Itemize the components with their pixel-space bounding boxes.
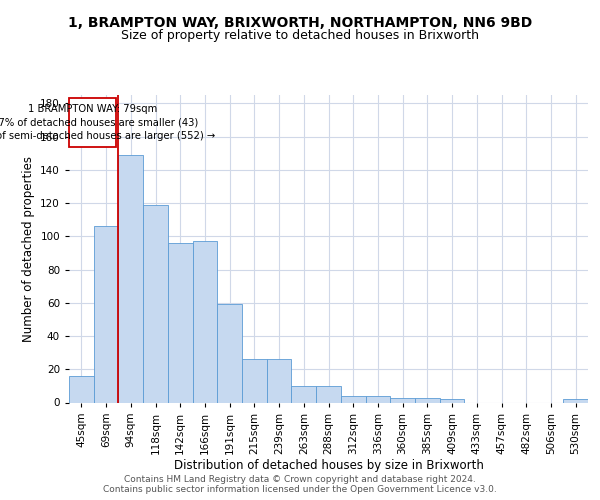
Bar <box>94 226 118 402</box>
FancyBboxPatch shape <box>69 98 116 146</box>
Bar <box>69 376 94 402</box>
Bar <box>292 386 316 402</box>
Text: 1 BRAMPTON WAY: 79sqm
← 7% of detached houses are smaller (43)
93% of semi-detac: 1 BRAMPTON WAY: 79sqm ← 7% of detached h… <box>0 104 215 141</box>
Bar <box>118 155 143 402</box>
Bar <box>440 399 464 402</box>
Text: Size of property relative to detached houses in Brixworth: Size of property relative to detached ho… <box>121 29 479 42</box>
Bar <box>563 399 588 402</box>
Bar <box>390 398 415 402</box>
Bar <box>242 360 267 403</box>
Bar <box>168 243 193 402</box>
Bar <box>267 360 292 403</box>
Bar <box>217 304 242 402</box>
Bar <box>316 386 341 402</box>
Text: 1, BRAMPTON WAY, BRIXWORTH, NORTHAMPTON, NN6 9BD: 1, BRAMPTON WAY, BRIXWORTH, NORTHAMPTON,… <box>68 16 532 30</box>
Bar <box>143 204 168 402</box>
Text: Contains HM Land Registry data © Crown copyright and database right 2024.
Contai: Contains HM Land Registry data © Crown c… <box>103 474 497 494</box>
Y-axis label: Number of detached properties: Number of detached properties <box>22 156 35 342</box>
Bar <box>193 242 217 402</box>
X-axis label: Distribution of detached houses by size in Brixworth: Distribution of detached houses by size … <box>173 459 484 472</box>
Bar <box>341 396 365 402</box>
Bar <box>365 396 390 402</box>
Bar <box>415 398 440 402</box>
